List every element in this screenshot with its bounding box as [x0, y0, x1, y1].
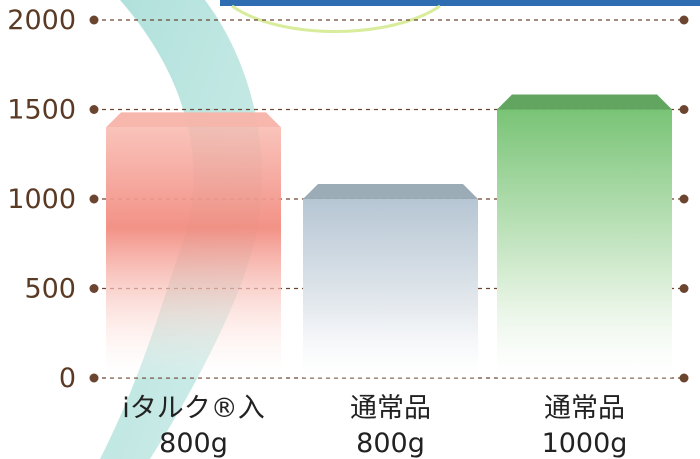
bar-1 [106, 127, 281, 379]
bar-top-3 [497, 94, 672, 110]
gridline-dot-left [89, 284, 99, 293]
x-category-label: 通常品 [544, 393, 625, 424]
bar-3 [497, 109, 672, 378]
bar-top-2 [303, 184, 478, 199]
y-axis-labels: 0 500 1000 1500 2000 [7, 5, 76, 394]
x-category-label: 通常品 [350, 393, 431, 424]
y-tick-label: 1500 [7, 95, 76, 126]
gridline-dot-left [89, 373, 99, 383]
x-category-sublabel: 800g [356, 428, 425, 459]
y-tick-label: 2000 [7, 5, 76, 36]
bar-top-1 [106, 112, 281, 128]
gridline-dot-left [89, 15, 99, 25]
y-tick-label: 1000 [7, 184, 76, 215]
gridline-dot-right [679, 105, 689, 114]
decorative-header-band [220, 0, 700, 6]
y-tick-label: 500 [24, 274, 76, 305]
bars [106, 94, 672, 379]
gridline-dot-right [679, 194, 689, 204]
bar-2 [303, 199, 478, 378]
gridline-dot-right [679, 284, 689, 293]
gridline-dot-left [89, 105, 99, 114]
gridline-dot-right [679, 15, 689, 25]
x-category-sublabel: 1000g [542, 428, 628, 459]
x-category-sublabel: 800g [159, 428, 228, 459]
x-category-label: iタルク®入 [122, 393, 265, 424]
gridline-dot-right [679, 373, 689, 383]
gridline-dot-left [89, 194, 99, 204]
y-tick-label: 0 [59, 363, 76, 394]
decorative-arc [231, 4, 441, 33]
x-axis-labels: iタルク®入 800g 通常品 800g 通常品 1000g [122, 393, 627, 459]
